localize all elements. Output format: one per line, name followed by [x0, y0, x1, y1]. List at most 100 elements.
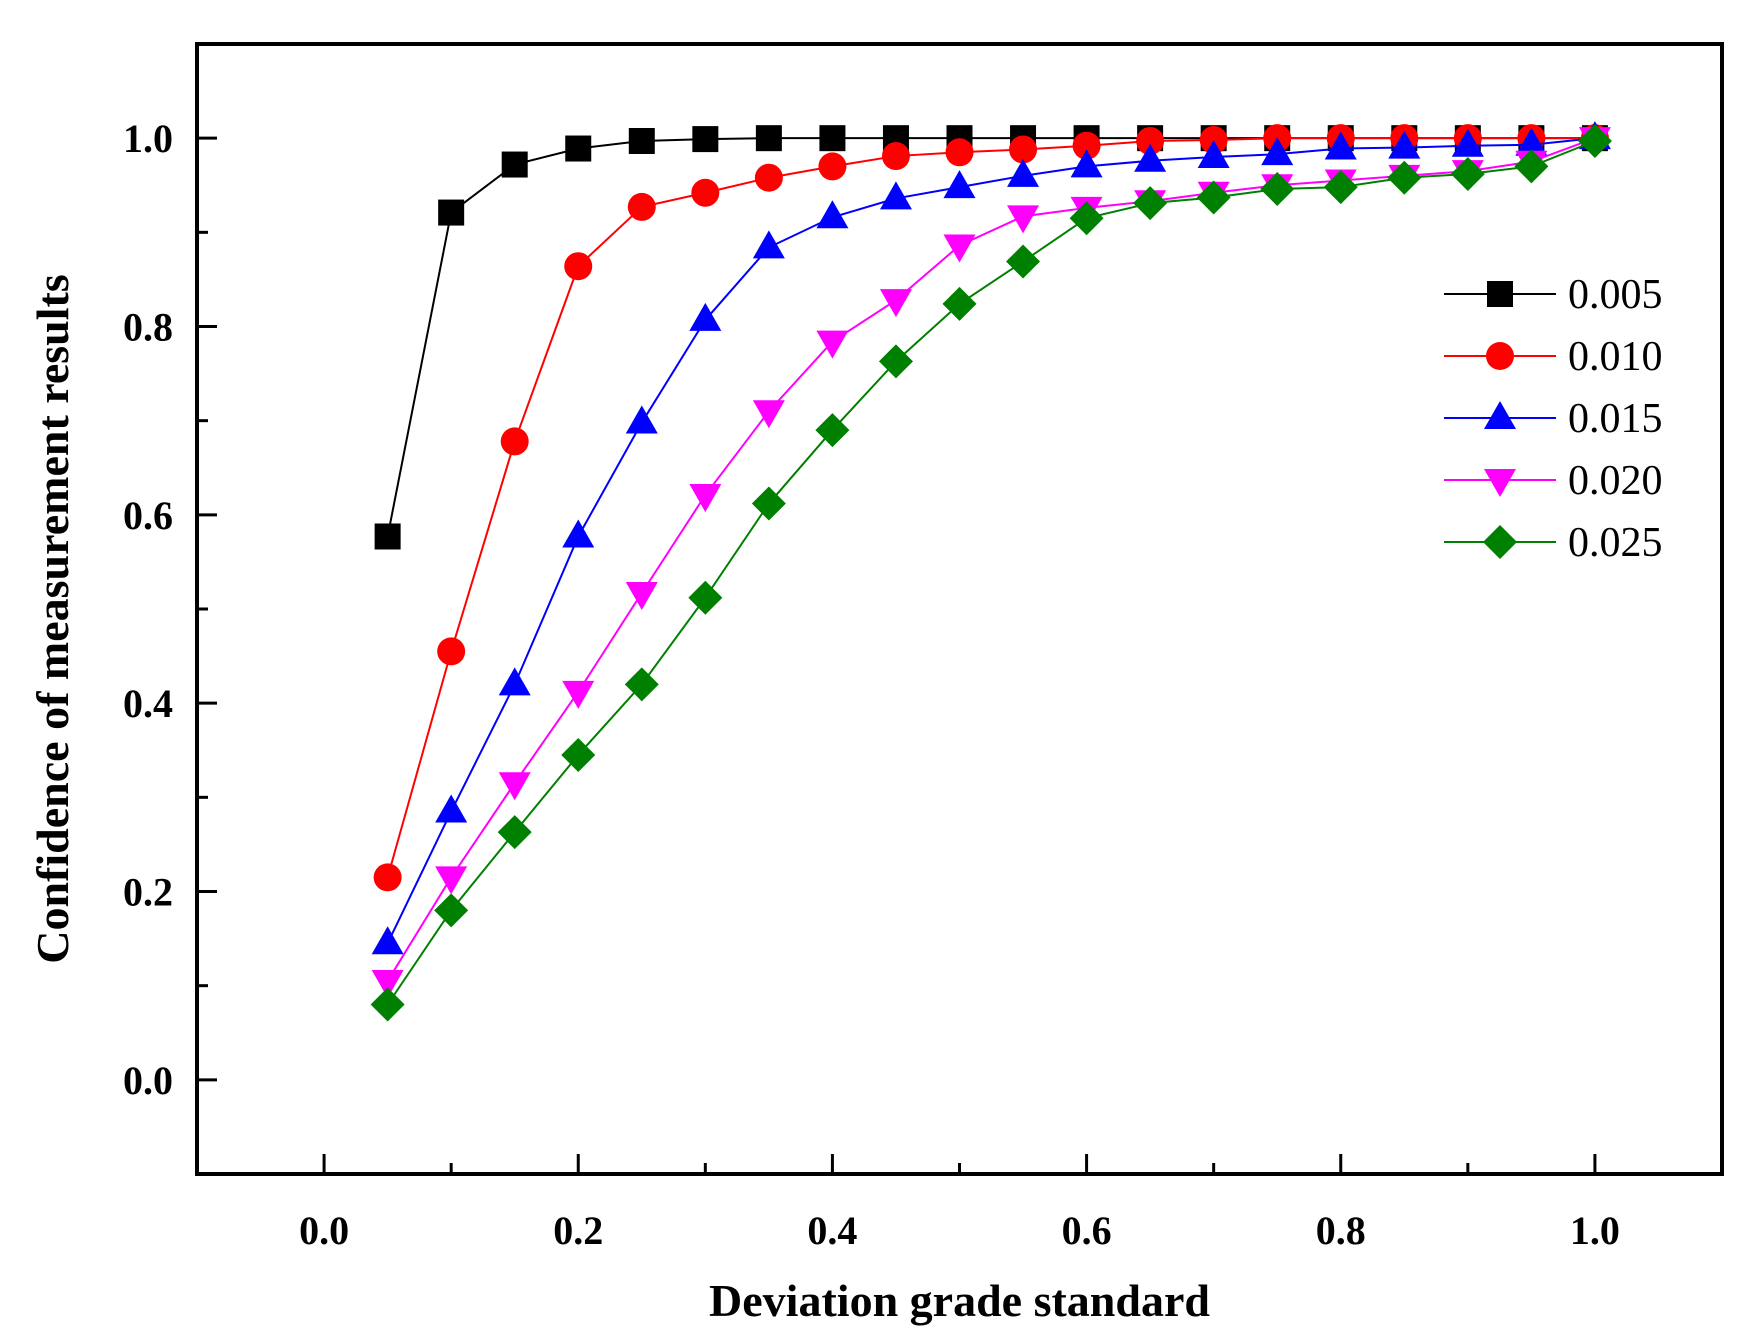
data-point-0.015: [1261, 137, 1294, 166]
data-point-0.015: [1324, 131, 1357, 160]
data-point-0.020: [498, 772, 531, 801]
data-point-0.020: [943, 234, 976, 263]
series-0.015: [371, 121, 1611, 955]
data-point-0.015: [625, 405, 658, 434]
legend-item: 0.005: [1444, 272, 1663, 318]
data-point-0.015: [1007, 158, 1040, 187]
data-point-0.010: [754, 163, 783, 192]
data-point-0.020: [1007, 205, 1040, 234]
data-point-0.015: [1451, 128, 1484, 157]
y-tick-label: 0.6: [123, 493, 173, 538]
y-tick-label: 0.4: [123, 681, 173, 726]
series-line-0.015: [386, 137, 1596, 944]
data-point-0.015: [1197, 140, 1230, 168]
x-tick-label: 0.6: [1062, 1208, 1112, 1253]
data-point-0.025: [942, 286, 977, 321]
data-point-0.025: [1577, 123, 1612, 158]
data-point-0.025: [1069, 201, 1104, 236]
data-point-0.025: [1387, 160, 1422, 195]
data-point-0.025: [561, 737, 596, 772]
data-point-0.025: [1196, 180, 1231, 215]
legend-label: 0.005: [1568, 272, 1663, 318]
data-point-0.005: [755, 125, 782, 152]
legend-label: 0.015: [1568, 396, 1663, 442]
data-point-0.015: [371, 926, 404, 955]
data-point-0.015: [435, 794, 468, 823]
data-point-0.025: [1133, 186, 1168, 221]
data-point-0.010: [627, 192, 656, 221]
legend-marker: [1486, 342, 1514, 370]
data-point-0.025: [1323, 170, 1358, 205]
legend-item: 0.010: [1444, 334, 1663, 380]
legend-marker: [1484, 469, 1516, 497]
data-point-0.005: [692, 126, 719, 153]
legend-label: 0.010: [1568, 334, 1663, 380]
data-point-0.010: [564, 252, 593, 281]
y-tick-label: 1.0: [123, 116, 173, 161]
data-point-0.025: [1260, 172, 1295, 207]
data-point-0.025: [751, 486, 786, 521]
y-tick-label: 0.0: [123, 1058, 173, 1103]
data-point-0.020: [562, 680, 595, 709]
data-point-0.010: [1009, 135, 1038, 164]
data-point-0.010: [1072, 131, 1101, 160]
data-point-0.020: [435, 866, 468, 895]
legend: 0.005 0.010 0.015 0.020 0.025: [1444, 272, 1663, 566]
data-point-0.005: [438, 199, 465, 226]
data-point-0.015: [943, 170, 976, 199]
data-point-0.010: [881, 142, 910, 171]
data-point-0.015: [752, 230, 785, 259]
data-point-0.025: [1450, 156, 1485, 191]
data-point-0.015: [562, 519, 595, 548]
x-tick-label: 0.4: [807, 1208, 857, 1253]
data-point-0.015: [1134, 143, 1167, 172]
data-point-0.020: [816, 330, 849, 359]
legend-marker: [1483, 525, 1517, 559]
data-point-0.025: [434, 893, 469, 928]
x-tick-label: 0.0: [299, 1208, 349, 1253]
x-axis-title: Deviation grade standard: [709, 1275, 1210, 1326]
x-tick-label: 0.8: [1316, 1208, 1366, 1253]
data-point-0.025: [815, 413, 850, 448]
axis-ticks: 0.0 0.2 0.4 0.6 0.8 1.0 0.0 0.2 0.4 0.6 0.8 1.0: [123, 42, 1620, 1253]
data-point-0.010: [500, 427, 529, 456]
data-point-0.005: [565, 135, 592, 162]
data-point-0.015: [498, 667, 531, 696]
data-point-0.025: [1514, 149, 1549, 184]
legend-marker: [1484, 401, 1516, 429]
data-point-0.005: [501, 151, 528, 178]
legend-marker: [1487, 281, 1513, 307]
x-tick-label: 0.2: [553, 1208, 603, 1253]
legend-label: 0.020: [1568, 458, 1663, 504]
plot-area-frame: [195, 42, 1724, 1176]
data-point-0.020: [625, 581, 658, 610]
legend-item: 0.015: [1444, 396, 1663, 442]
data-point-0.015: [879, 181, 912, 210]
data-point-0.020: [371, 969, 404, 998]
data-point-0.025: [878, 344, 913, 379]
data-point-0.020: [689, 484, 722, 513]
series-0.025: [370, 123, 1612, 1022]
data-point-0.010: [373, 863, 402, 892]
legend-item: 0.020: [1444, 458, 1663, 504]
data-point-0.025: [497, 815, 532, 850]
data-point-0.025: [624, 667, 659, 702]
data-point-0.010: [818, 152, 847, 181]
data-point-0.010: [945, 138, 974, 167]
data-point-0.025: [688, 580, 723, 615]
y-axis-title: Confidence of measurement results: [27, 274, 78, 963]
data-point-0.015: [689, 302, 722, 331]
series-layer: [370, 121, 1612, 1022]
data-point-0.020: [752, 400, 785, 429]
legend-label: 0.025: [1568, 520, 1663, 566]
data-point-0.010: [691, 178, 720, 207]
data-point-0.005: [628, 127, 655, 154]
data-point-0.010: [437, 637, 466, 666]
data-point-0.005: [374, 523, 401, 550]
data-point-0.015: [1515, 127, 1548, 156]
data-point-0.025: [1006, 244, 1041, 279]
data-point-0.020: [879, 289, 912, 318]
data-point-0.025: [370, 987, 405, 1022]
